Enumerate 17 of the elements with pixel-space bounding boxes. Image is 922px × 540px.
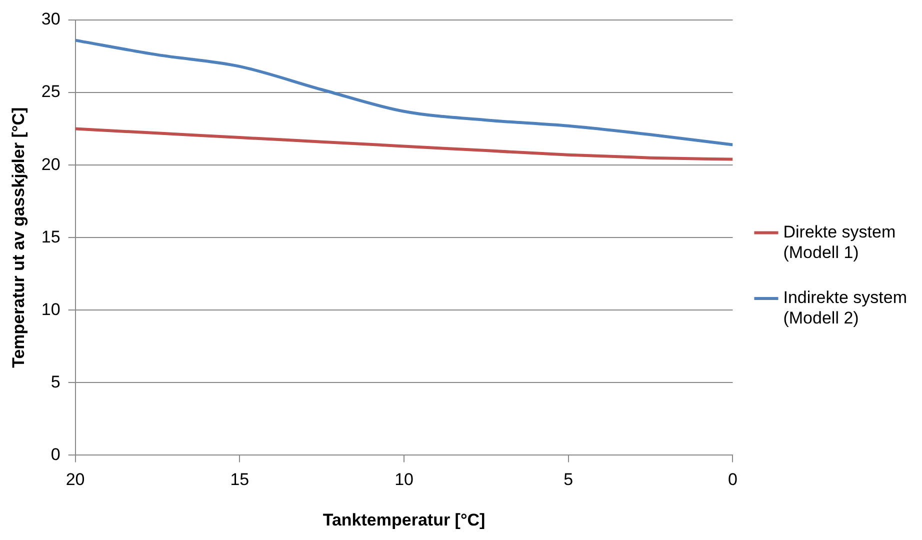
y-tick-label: 15 (41, 227, 60, 246)
y-tick-label: 0 (50, 444, 60, 464)
x-tick-label: 20 (66, 470, 85, 490)
x-tick-label: 5 (564, 470, 574, 490)
x-tick-label: 15 (230, 470, 250, 490)
legend-label: Direkte system (Modell 1) (783, 222, 896, 262)
legend-label: Indirekte system (Modell 2) (783, 288, 907, 328)
y-tick-label: 5 (50, 372, 60, 392)
x-tick-label: 10 (394, 470, 414, 490)
y-tick-label: 10 (41, 300, 60, 319)
y-axis-title: Temperatur ut av gasskjøler [°C] (8, 107, 28, 368)
y-tick-label: 30 (41, 10, 60, 29)
line-series (75, 127, 733, 161)
y-tick-label: 20 (41, 154, 60, 174)
x-axis-title: Tanktemperatur [°C] (322, 510, 486, 530)
y-tick-label: 25 (41, 82, 60, 102)
x-tick-label: 0 (728, 470, 738, 490)
